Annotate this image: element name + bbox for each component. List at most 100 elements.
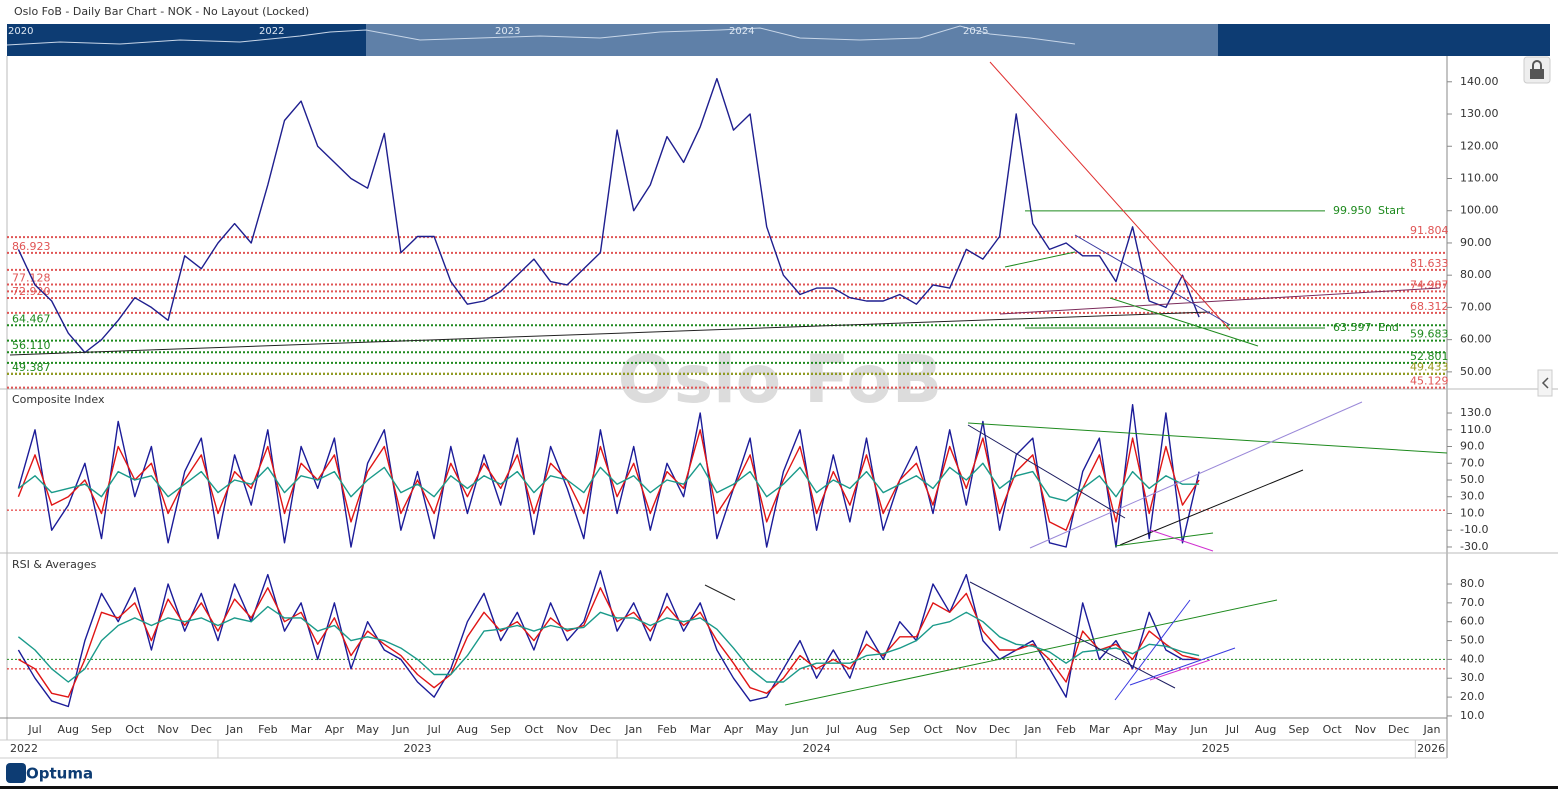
y-tick-label: 120.00 — [1460, 139, 1499, 152]
y-tick-label: 110.0 — [1460, 423, 1492, 436]
panel-title: Composite Index — [12, 393, 105, 406]
x-tick-label: Dec — [191, 723, 212, 736]
x-tick-label: Oct — [524, 723, 544, 736]
x-tick-label: Jul — [27, 723, 41, 736]
logo-text: Optuma — [26, 765, 93, 783]
trendline[interactable] — [1119, 469, 1304, 546]
x-tick-label: Apr — [325, 723, 345, 736]
x-tick-label: Nov — [956, 723, 978, 736]
trendline[interactable] — [969, 581, 1176, 689]
x-tick-label: Jun — [391, 723, 409, 736]
trendline[interactable] — [967, 424, 1126, 519]
trendline[interactable] — [1029, 401, 1363, 549]
panel: Composite Index 130.0 110.0 90.0 70.0 50.0 30.… — [7, 393, 1492, 553]
y-tick-label: 80.00 — [1460, 268, 1492, 281]
level-label: 49.387 — [12, 361, 51, 374]
x-tick-label: Aug — [1255, 723, 1276, 736]
level-label: 81.633 — [1410, 257, 1449, 270]
navigator-window[interactable] — [366, 24, 1218, 56]
navigator-years: 2020 2022 2023 2024 2025 — [8, 26, 988, 37]
y-tick-label: 110.00 — [1460, 171, 1499, 184]
y-tick-label: 60.0 — [1460, 615, 1485, 628]
trendline[interactable] — [1074, 234, 1231, 326]
x-tick-label: May — [356, 723, 379, 736]
trendline[interactable] — [999, 287, 1441, 315]
x-tick-label: Oct — [1323, 723, 1343, 736]
series-line — [18, 587, 1200, 698]
x-tick-label: Mar — [690, 723, 711, 736]
trendline[interactable] — [1004, 251, 1076, 268]
level-label: 64.467 — [12, 312, 51, 325]
navigator-year: 2024 — [729, 26, 754, 37]
level-label: 68.312 — [1410, 300, 1449, 313]
y-tick-label: 70.0 — [1460, 456, 1485, 469]
x-tick-label: Sep — [1289, 723, 1310, 736]
annotation-value: 63.597 — [1333, 321, 1372, 334]
x-tick-label: Feb — [1056, 723, 1075, 736]
y-tick-label: 20.0 — [1460, 690, 1485, 703]
navigator-year: 2020 — [8, 26, 33, 37]
series-line — [17, 605, 1200, 683]
x-tick-label: Dec — [590, 723, 611, 736]
trendline[interactable] — [704, 584, 736, 601]
trendline[interactable] — [967, 422, 1448, 454]
y-tick-label: 70.0 — [1460, 596, 1485, 609]
level-label: 52.801 — [1410, 350, 1449, 363]
trendline[interactable] — [1149, 659, 1211, 681]
trendline[interactable] — [9, 311, 1211, 356]
level-label: 45.129 — [1410, 375, 1449, 388]
x-tick-label: Sep — [889, 723, 910, 736]
series-line — [17, 462, 1200, 502]
y-tick-label: 90.00 — [1460, 236, 1492, 249]
x-tick-label: Mar — [291, 723, 312, 736]
x-tick-label: Jan — [1422, 723, 1440, 736]
window-title: Oslo FoB - Daily Bar Chart - NOK - No La… — [14, 5, 309, 18]
x-tick-label: Mar — [1089, 723, 1110, 736]
annotation-value: 99.950 — [1333, 204, 1372, 217]
x-year-label: 2024 — [803, 742, 831, 755]
y-tick-label: -30.0 — [1460, 540, 1488, 553]
x-tick-label: Jan — [1023, 723, 1041, 736]
series-line — [17, 570, 1200, 708]
navigator-year: 2025 — [963, 26, 988, 37]
x-tick-label: May — [1154, 723, 1177, 736]
trendline[interactable] — [1149, 529, 1214, 552]
bottom-border — [0, 786, 1558, 789]
trendlines — [9, 61, 1448, 706]
level-label: 56.110 — [12, 339, 51, 352]
watermark: Oslo FoB — [618, 341, 942, 418]
y-tick-label: 140.00 — [1460, 75, 1499, 88]
y-tick-label: 50.00 — [1460, 365, 1492, 378]
x-year-label: 2026 — [1417, 742, 1445, 755]
trendline[interactable] — [1114, 599, 1191, 701]
y-tick-label: 70.00 — [1460, 300, 1492, 313]
x-tick-label: Nov — [556, 723, 578, 736]
x-tick-label: May — [755, 723, 778, 736]
level-label: 86.923 — [12, 240, 51, 253]
level-label: 91.804 — [1410, 224, 1449, 237]
annotation-text: End — [1378, 321, 1399, 334]
y-tick-label: 100.00 — [1460, 204, 1499, 217]
navigator-year: 2023 — [495, 26, 520, 37]
panel: 140.00 130.00 120.00 110.00 100.00 90.00 80.00… — [7, 75, 1499, 389]
x-tick-label: Jul — [427, 723, 441, 736]
x-tick-label: Feb — [258, 723, 277, 736]
x-tick-label: Jun — [790, 723, 808, 736]
x-tick-label: Nov — [1355, 723, 1377, 736]
navigator-year: 2022 — [259, 26, 284, 37]
y-tick-label: 80.0 — [1460, 577, 1485, 590]
level-label: 49.433 — [1410, 361, 1449, 374]
x-tick-label: Feb — [657, 723, 676, 736]
lock-icon — [1530, 69, 1544, 79]
x-tick-label: Nov — [157, 723, 179, 736]
y-tick-label: 130.00 — [1460, 107, 1499, 120]
x-year-label: 2023 — [404, 742, 432, 755]
trendline[interactable] — [1129, 647, 1236, 686]
trendline[interactable] — [784, 599, 1278, 706]
trendline[interactable] — [989, 61, 1231, 331]
y-tick-label: 50.0 — [1460, 473, 1485, 486]
trendline[interactable] — [1109, 297, 1259, 347]
y-tick-label: 10.0 — [1460, 709, 1485, 722]
side-panel-toggle[interactable] — [1537, 369, 1553, 397]
trendline[interactable] — [1114, 532, 1214, 547]
